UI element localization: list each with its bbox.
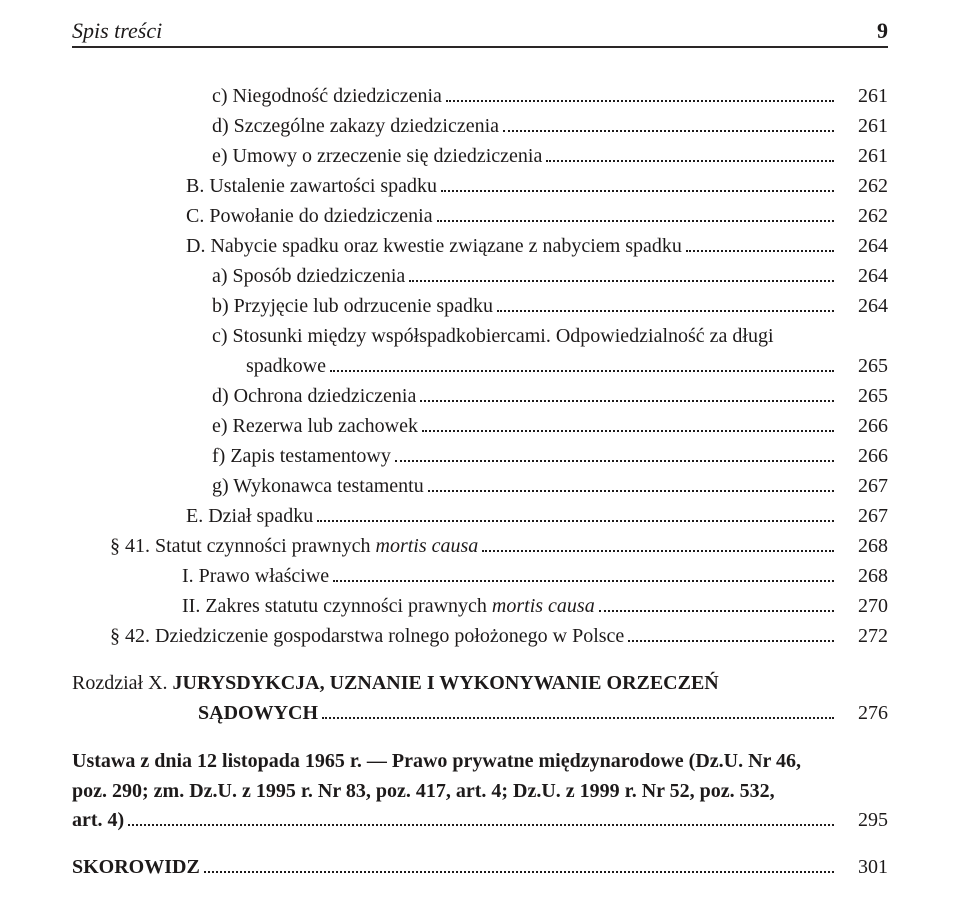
leader-dots bbox=[437, 220, 834, 222]
leader-dots bbox=[497, 310, 834, 312]
leader-dots bbox=[599, 610, 834, 612]
toc-label: d) Ochrona dziedziczenia bbox=[212, 382, 416, 411]
chapter-title-1: JURYSDYKCJA, UZNANIE I WYKONYWANIE ORZEC… bbox=[173, 672, 719, 694]
toc-entry: C. Powołanie do dziedziczenia 262 bbox=[72, 202, 888, 231]
toc-label: e) Rezerwa lub zachowek bbox=[212, 412, 418, 441]
toc-page-number: 262 bbox=[838, 202, 888, 231]
toc-label: E. Dział spadku bbox=[186, 502, 313, 531]
toc-entry: c) Niegodność dziedziczenia 261 bbox=[72, 82, 888, 111]
table-of-contents: c) Niegodność dziedziczenia261d) Szczegó… bbox=[72, 82, 888, 651]
toc-label: c) Stosunki między współspadkobiercami. … bbox=[212, 322, 774, 351]
toc-page-number: 265 bbox=[838, 382, 888, 411]
toc-label: g) Wykonawca testamentu bbox=[212, 472, 424, 501]
toc-page-number: 267 bbox=[838, 502, 888, 531]
header-page-number: 9 bbox=[877, 18, 888, 44]
leader-dots bbox=[395, 460, 834, 462]
toc-page-number: 266 bbox=[838, 442, 888, 471]
header-title: Spis treści bbox=[72, 18, 162, 44]
chapter-x-block: Rozdział X. JURYSDYKCJA, UZNANIE I WYKON… bbox=[72, 669, 888, 728]
toc-entry: II. Zakres statutu czynności prawnych mo… bbox=[72, 592, 888, 621]
toc-entry: I. Prawo właściwe 268 bbox=[72, 562, 888, 591]
toc-entry: E. Dział spadku 267 bbox=[72, 502, 888, 531]
toc-label: e) Umowy o zrzeczenie się dziedziczenia bbox=[212, 142, 542, 171]
toc-entry: e) Rezerwa lub zachowek 266 bbox=[72, 412, 888, 441]
toc-page-number: 266 bbox=[838, 412, 888, 441]
ustawa-line-2: poz. 290; zm. Dz.U. z 1995 r. Nr 83, poz… bbox=[72, 776, 888, 806]
chapter-page: 276 bbox=[838, 699, 888, 728]
toc-page-number: 261 bbox=[838, 82, 888, 111]
toc-page-number: 262 bbox=[838, 172, 888, 201]
toc-label: c) Niegodność dziedziczenia bbox=[212, 82, 442, 111]
toc-page-number: 264 bbox=[838, 262, 888, 291]
toc-page-number: 264 bbox=[838, 292, 888, 321]
toc-page-number: 267 bbox=[838, 472, 888, 501]
toc-entry: D. Nabycie spadku oraz kwestie związane … bbox=[72, 232, 888, 261]
toc-label: C. Powołanie do dziedziczenia bbox=[186, 202, 433, 231]
toc-page-number: 268 bbox=[838, 562, 888, 591]
leader-dots bbox=[128, 824, 834, 826]
toc-entry: a) Sposób dziedziczenia 264 bbox=[72, 262, 888, 291]
toc-label: § 42. Dziedziczenie gospodarstwa rolnego… bbox=[110, 622, 624, 651]
leader-dots bbox=[317, 520, 834, 522]
chapter-title-2: SĄDOWYCH bbox=[198, 699, 318, 728]
toc-label: b) Przyjęcie lub odrzucenie spadku bbox=[212, 292, 493, 321]
toc-label: I. Prawo właściwe bbox=[182, 562, 329, 591]
skorowidz-label: SKOROWIDZ bbox=[72, 853, 200, 882]
leader-dots bbox=[420, 400, 834, 402]
toc-page-number: 268 bbox=[838, 532, 888, 561]
leader-dots bbox=[628, 640, 834, 642]
skorowidz-page: 301 bbox=[838, 853, 888, 882]
toc-entry: f) Zapis testamentowy 266 bbox=[72, 442, 888, 471]
toc-label: a) Sposób dziedziczenia bbox=[212, 262, 405, 291]
chapter-line-2: SĄDOWYCH 276 bbox=[72, 699, 888, 728]
leader-dots bbox=[409, 280, 834, 282]
toc-entry: d) Szczególne zakazy dziedziczenia 261 bbox=[72, 112, 888, 141]
ustawa-line-1: Ustawa z dnia 12 listopada 1965 r. — Pra… bbox=[72, 746, 888, 776]
toc-label: § 41. Statut czynności prawnych mortis c… bbox=[110, 532, 478, 561]
toc-entry: d) Ochrona dziedziczenia 265 bbox=[72, 382, 888, 411]
toc-page-number: 272 bbox=[838, 622, 888, 651]
leader-dots bbox=[330, 370, 834, 372]
toc-page-number: 270 bbox=[838, 592, 888, 621]
toc-entry: g) Wykonawca testamentu 267 bbox=[72, 472, 888, 501]
toc-entry: spadkowe 265 bbox=[72, 352, 888, 381]
toc-label: spadkowe bbox=[246, 352, 326, 381]
toc-entry: b) Przyjęcie lub odrzucenie spadku 264 bbox=[72, 292, 888, 321]
toc-entry: e) Umowy o zrzeczenie się dziedziczenia 2… bbox=[72, 142, 888, 171]
ustawa-block: Ustawa z dnia 12 listopada 1965 r. — Pra… bbox=[72, 746, 888, 835]
toc-page-number: 261 bbox=[838, 142, 888, 171]
toc-page-number: 264 bbox=[838, 232, 888, 261]
leader-dots bbox=[503, 130, 834, 132]
toc-entry: § 41. Statut czynności prawnych mortis c… bbox=[72, 532, 888, 561]
page-container: Spis treści 9 c) Niegodność dziedziczeni… bbox=[0, 0, 960, 922]
chapter-line-1: Rozdział X. JURYSDYKCJA, UZNANIE I WYKON… bbox=[72, 669, 888, 698]
toc-label: f) Zapis testamentowy bbox=[212, 442, 391, 471]
page-header: Spis treści 9 bbox=[72, 18, 888, 48]
leader-dots bbox=[428, 490, 834, 492]
leader-dots bbox=[422, 430, 834, 432]
toc-entry: § 42. Dziedziczenie gospodarstwa rolnego… bbox=[72, 622, 888, 651]
leader-dots bbox=[482, 550, 834, 552]
leader-dots bbox=[441, 190, 834, 192]
toc-label: B. Ustalenie zawartości spadku bbox=[186, 172, 437, 201]
leader-dots bbox=[446, 100, 834, 102]
toc-label: d) Szczególne zakazy dziedziczenia bbox=[212, 112, 499, 141]
chapter-prefix: Rozdział X. JURYSDYKCJA, UZNANIE I WYKON… bbox=[72, 669, 719, 698]
skorowidz-block: SKOROWIDZ 301 bbox=[72, 853, 888, 882]
leader-dots bbox=[686, 250, 834, 252]
toc-entry: B. Ustalenie zawartości spadku 262 bbox=[72, 172, 888, 201]
leader-dots bbox=[322, 717, 834, 719]
leader-dots bbox=[204, 871, 834, 873]
toc-label: D. Nabycie spadku oraz kwestie związane … bbox=[186, 232, 682, 261]
leader-dots bbox=[546, 160, 834, 162]
toc-page-number: 261 bbox=[838, 112, 888, 141]
toc-entry: c) Stosunki między współspadkobiercami. … bbox=[72, 322, 888, 351]
toc-label: II. Zakres statutu czynności prawnych mo… bbox=[182, 592, 595, 621]
leader-dots bbox=[333, 580, 834, 582]
toc-page-number: 265 bbox=[838, 352, 888, 381]
